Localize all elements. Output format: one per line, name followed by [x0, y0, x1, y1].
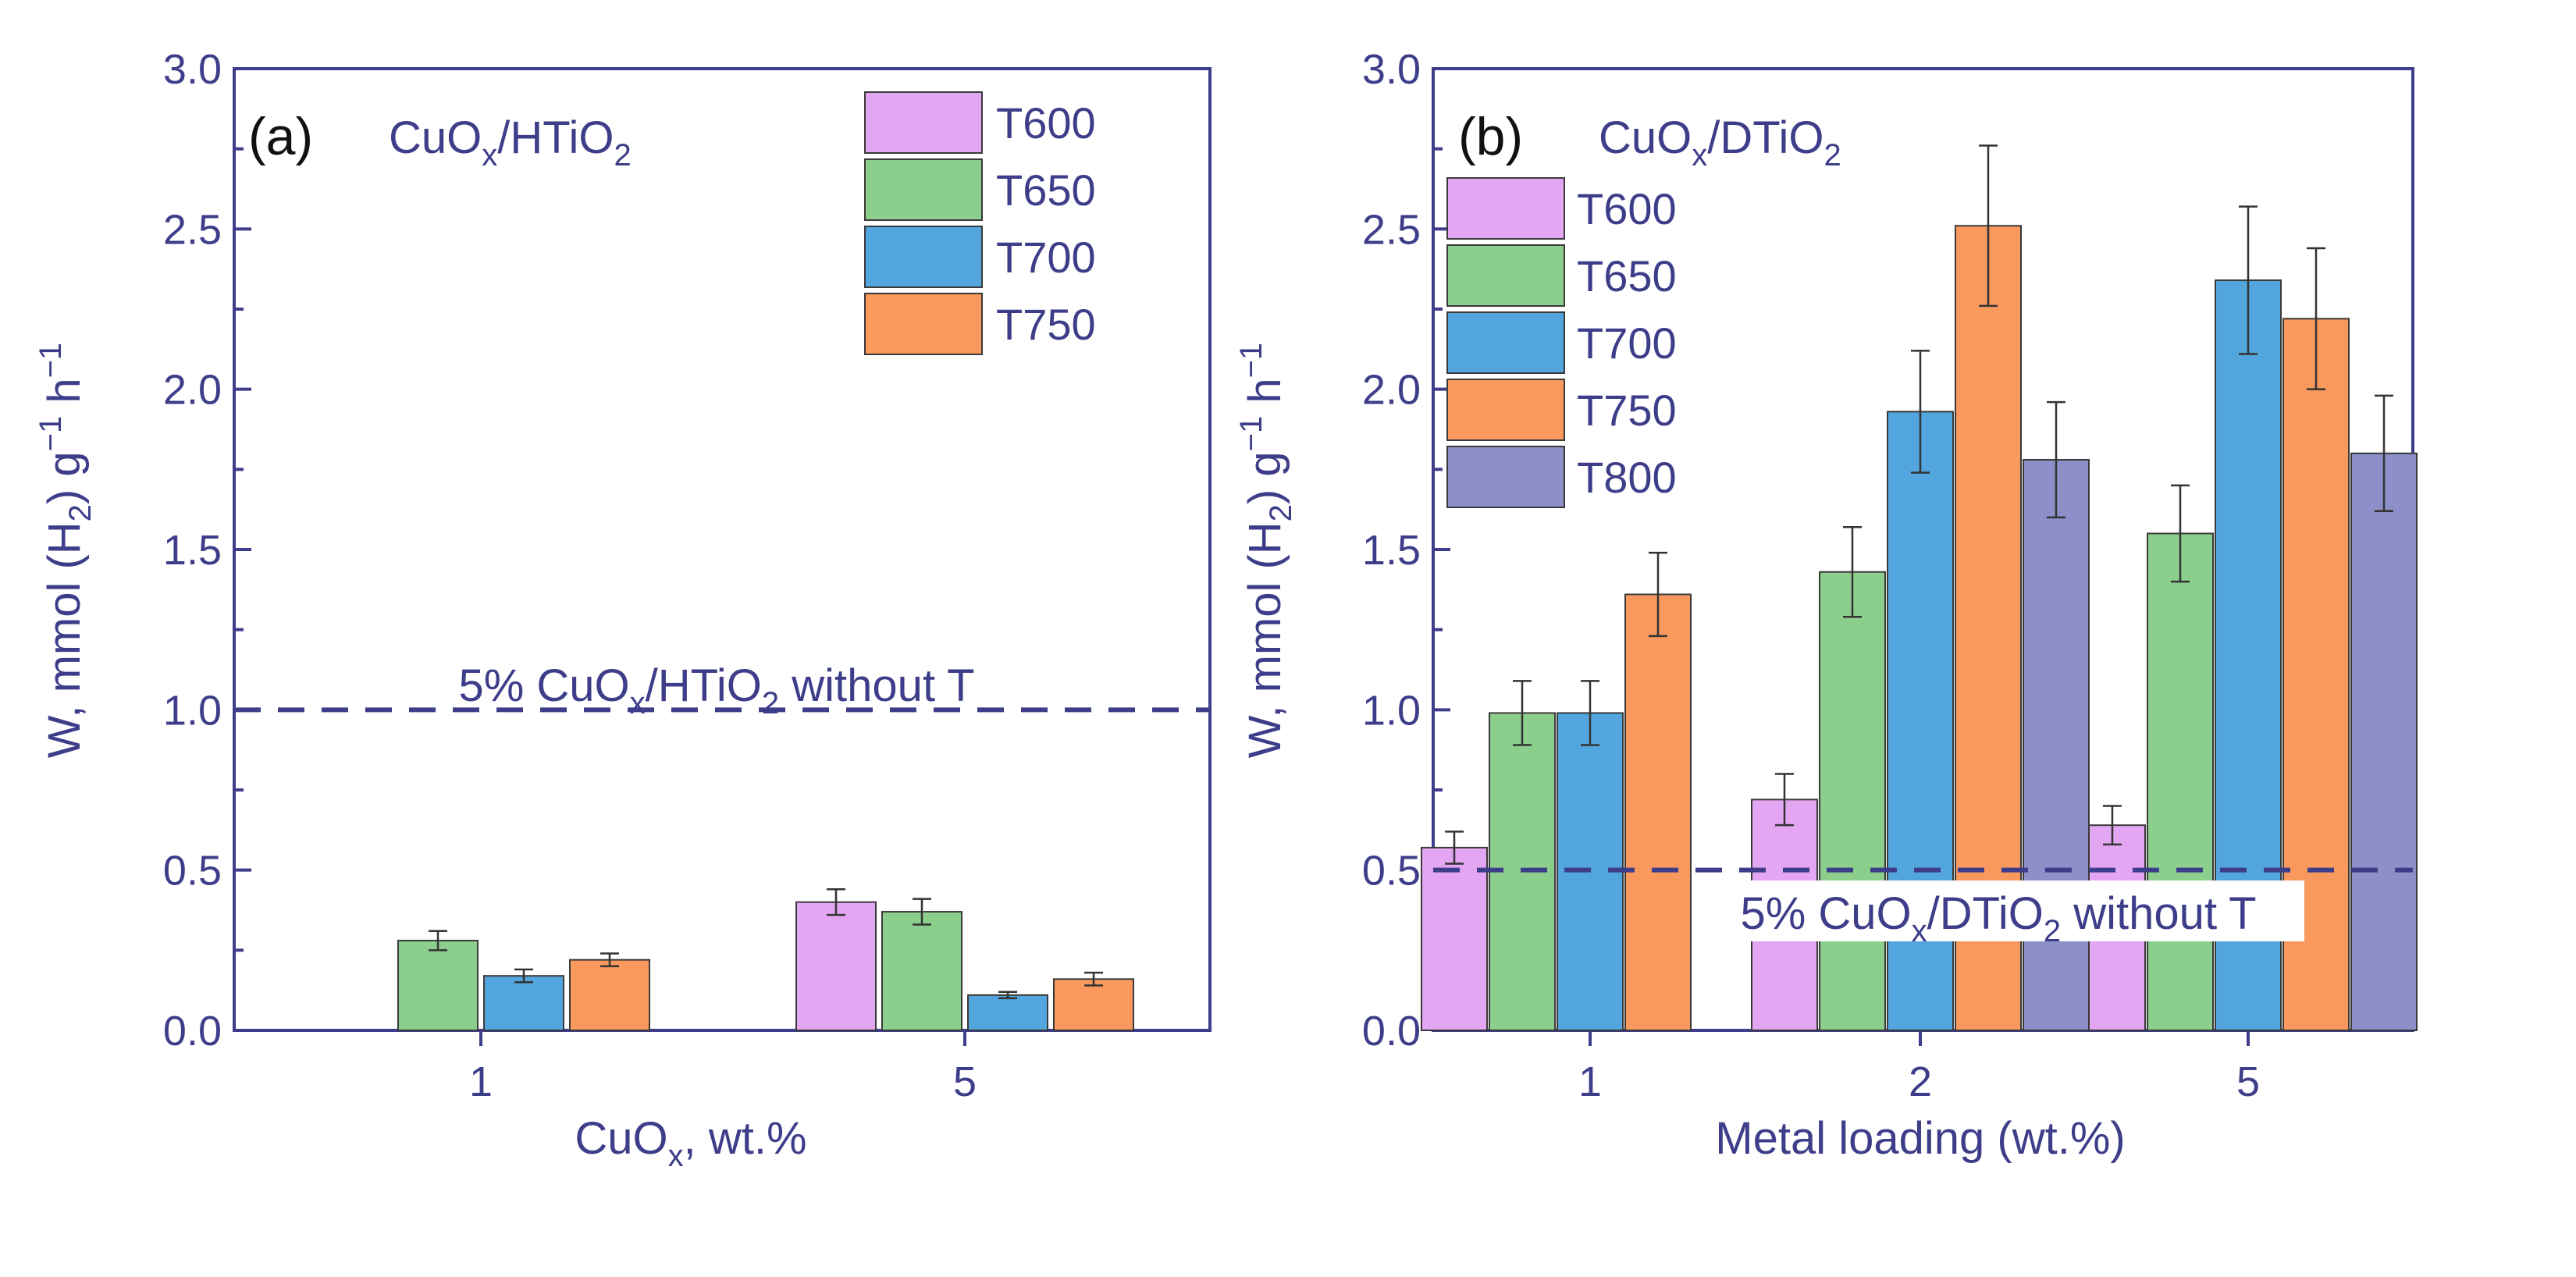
panel-a-y-axis-label: W, mmol (H2) g−1 h−1 — [34, 343, 98, 758]
panel-a-y-tick-label: 2.5 — [163, 206, 222, 253]
error-bar-t650-5 — [913, 898, 931, 926]
error-bar-t650-1 — [1513, 680, 1532, 746]
panel-b-x-tick-label: 2 — [1909, 1058, 1932, 1105]
panel-a-y-tick-label: 0.5 — [163, 848, 222, 895]
panel-a-title: CuOx/HTiO2 — [389, 112, 632, 173]
legend-swatch-t600 — [864, 91, 983, 154]
panel-a-y-tick-label: 1.5 — [163, 527, 222, 574]
error-bar-t750-1 — [1649, 551, 1667, 638]
panel-a-x-tick-label: 5 — [953, 1058, 977, 1105]
error-bar-t750-5 — [2307, 247, 2325, 390]
error-bar-t700-2 — [1911, 350, 1930, 474]
panel-b: 0.0 0.5 1.0 1.5 2.0 2.5 3.0 1 2 5 5% CuOx/DTiO2 … — [1234, 46, 2418, 1164]
panel-b-reference-label-background — [1692, 880, 2304, 941]
error-bar-t600-5 — [2103, 805, 2122, 846]
error-bar-t750-2 — [1979, 144, 1998, 308]
panel-b-x-tick-label: 5 — [2236, 1058, 2260, 1105]
error-bar-t700-1 — [1581, 680, 1599, 746]
panel-b-y-tick-label: 2.5 — [1362, 206, 1421, 253]
panel-b-reference-label: 5% CuOx/DTiO2 without T — [1740, 888, 2256, 948]
legend-label-t650: T650 — [1577, 251, 1677, 301]
error-bar-t750-5 — [1084, 971, 1103, 987]
panel-b-x-axis: 1 2 5 — [1578, 1030, 2260, 1105]
error-bar-t800-2 — [2047, 400, 2065, 519]
bar-t750-1 — [1624, 593, 1692, 1031]
error-bar-t600-2 — [1775, 773, 1794, 827]
legend-label-t650: T650 — [996, 165, 1096, 215]
panel-b-legend: T600 T650 T700 T750 T800 — [1446, 177, 1677, 508]
panel-b-y-tick-label: 0.0 — [1362, 1008, 1421, 1055]
bar-t650-2 — [1819, 571, 1886, 1031]
panel-a-y-tick-label: 2.0 — [163, 367, 222, 414]
panel-a-x-axis-label: CuOx, wt.% — [575, 1113, 806, 1173]
panel-b-y-axis: 0.0 0.5 1.0 1.5 2.0 2.5 3.0 — [1362, 46, 1450, 1055]
error-bar-t600-1 — [1445, 831, 1464, 865]
bar-t750-5 — [1053, 978, 1134, 1031]
panel-b-y-axis-label: W, mmol (H2) g−1 h−1 — [1234, 343, 1298, 758]
legend-swatch-t700 — [1446, 311, 1565, 374]
bar-t700-5 — [967, 994, 1048, 1031]
legend-label-t700: T700 — [1577, 318, 1677, 368]
panel-b-y-tick-label: 1.5 — [1362, 527, 1421, 574]
legend-label-t600: T600 — [1577, 184, 1677, 233]
panel-b-y-tick-label: 1.0 — [1362, 687, 1421, 734]
panel-a-y-tick-label: 0.0 — [163, 1008, 222, 1055]
legend-label-t600: T600 — [996, 98, 1096, 148]
bar-t650-5 — [2147, 532, 2214, 1031]
panel-b-title: CuOx/DTiO2 — [1599, 112, 1841, 173]
panel-a-legend: T600 T650 T700 T750 — [864, 91, 1096, 355]
legend-swatch-t750 — [1446, 379, 1565, 441]
panel-a-reference-label: 5% CuOx/HTiO2 without T — [458, 660, 974, 720]
panel-a-y-axis: 0.0 0.5 1.0 1.5 2.0 2.5 3.0 — [163, 46, 251, 1055]
legend-swatch-t650 — [1446, 244, 1565, 307]
panel-a-label: (a) — [248, 107, 313, 166]
legend-label-t800: T800 — [1577, 453, 1677, 502]
bar-t750-1 — [569, 959, 650, 1031]
bar-t650-1 — [397, 940, 479, 1031]
legend-label-t750: T750 — [996, 300, 1096, 349]
panel-a-y-tick-label: 1.0 — [163, 687, 222, 734]
bar-t700-1 — [483, 975, 564, 1031]
bar-t650-5 — [881, 911, 962, 1032]
panel-a-x-tick-label: 1 — [469, 1058, 493, 1105]
error-bar-t700-5 — [998, 991, 1017, 1000]
legend-label-t700: T700 — [996, 233, 1096, 282]
panel-b-label: (b) — [1458, 107, 1523, 166]
error-bar-t600-5 — [827, 888, 845, 916]
error-bar-t700-1 — [514, 968, 533, 984]
error-bar-t650-5 — [2171, 484, 2190, 583]
error-bar-t650-1 — [429, 930, 447, 952]
panel-b-y-tick-label: 0.5 — [1362, 848, 1421, 895]
bar-t800-5 — [2350, 452, 2418, 1031]
error-bar-t700-5 — [2239, 205, 2258, 355]
panel-b-y-tick-label: 3.0 — [1362, 46, 1421, 93]
panel-a-bars — [397, 888, 1134, 1032]
panel-b-x-tick-label: 1 — [1578, 1058, 1602, 1105]
legend-swatch-t650 — [864, 158, 983, 221]
legend-label-t750: T750 — [1577, 386, 1677, 435]
error-bar-t650-2 — [1843, 526, 1862, 618]
panel-a-y-tick-label: 3.0 — [163, 46, 222, 93]
bar-t600-5 — [795, 901, 877, 1031]
legend-swatch-t750 — [864, 293, 983, 355]
panel-b-x-axis-label: Metal loading (wt.%) — [1715, 1113, 2125, 1164]
legend-swatch-t700 — [864, 226, 983, 288]
error-bar-t800-5 — [2375, 394, 2393, 512]
legend-swatch-t800 — [1446, 446, 1565, 508]
error-bar-t750-1 — [600, 952, 619, 968]
panel-b-y-tick-label: 2.0 — [1362, 367, 1421, 414]
legend-swatch-t600 — [1446, 177, 1565, 240]
bar-t600-1 — [1421, 846, 1488, 1032]
